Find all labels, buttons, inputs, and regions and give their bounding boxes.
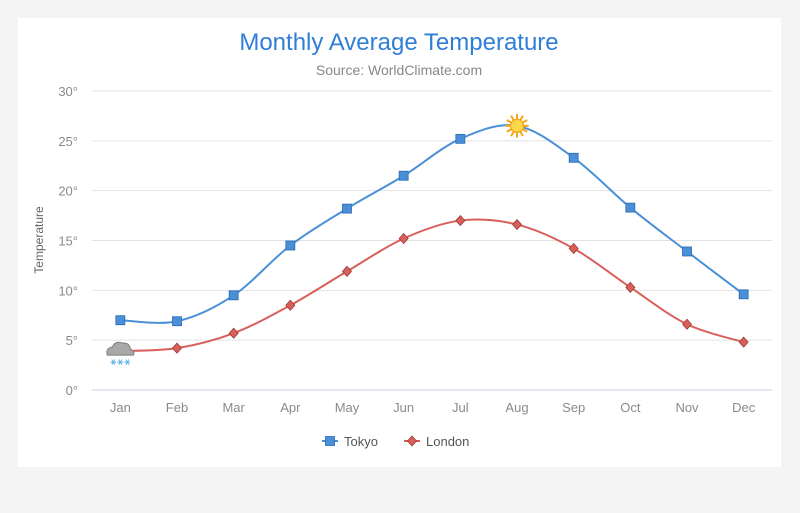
x-tick-label: Mar <box>222 400 245 415</box>
data-point[interactable] <box>738 289 749 300</box>
data-point[interactable] <box>285 240 296 251</box>
x-tick-label: Jan <box>110 400 131 415</box>
y-axis-ticks: 0° 5° 10° 15° 20° 25° 30° <box>58 84 78 398</box>
data-point[interactable] <box>681 318 693 330</box>
data-point[interactable] <box>228 327 239 339</box>
x-axis-ticks: Jan Feb Mar Apr May Jun Jul Aug Sep Oct Nov Dec <box>92 389 772 415</box>
x-tick-label: Nov <box>675 400 699 415</box>
data-point[interactable] <box>568 152 579 163</box>
data-point[interactable] <box>568 242 579 255</box>
data-point[interactable] <box>172 316 182 327</box>
chart-title: Monthly Average Temperature <box>239 29 558 56</box>
snow-cloud-icon[interactable] <box>106 341 135 365</box>
series-line[interactable] <box>120 124 745 324</box>
x-tick-label: Oct <box>620 400 641 415</box>
y-tick-label: 0° <box>66 383 78 398</box>
data-point[interactable] <box>625 281 636 293</box>
x-tick-label: Dec <box>732 400 756 415</box>
legend-marker[interactable] <box>325 436 335 446</box>
chart-container: Monthly Average Temperature Source: Worl… <box>18 18 781 467</box>
data-point[interactable] <box>285 299 296 311</box>
x-tick-label: Feb <box>166 400 188 415</box>
legend[interactable]: Tokyo London <box>322 434 469 449</box>
series-group <box>106 113 749 365</box>
x-tick-label: Jul <box>452 400 469 415</box>
x-tick-label: Jun <box>393 400 414 415</box>
data-point[interactable] <box>398 170 409 181</box>
series-line[interactable] <box>120 218 744 353</box>
y-tick-label: 15° <box>58 234 78 249</box>
sun-icon[interactable] <box>505 113 529 138</box>
x-tick-label: Aug <box>505 400 528 415</box>
x-tick-label: May <box>335 400 360 415</box>
data-point[interactable] <box>455 133 466 144</box>
data-point[interactable] <box>342 203 352 214</box>
y-tick-label: 10° <box>58 283 78 298</box>
data-point[interactable] <box>682 246 692 257</box>
data-point[interactable] <box>625 202 636 213</box>
legend-item-tokyo[interactable]: Tokyo <box>322 434 378 449</box>
legend-label: London <box>426 434 469 449</box>
chart-subtitle: Source: WorldClimate.com <box>316 62 482 78</box>
line-chart: Monthly Average Temperature Source: Worl… <box>32 29 772 449</box>
x-tick-label: Sep <box>562 400 585 415</box>
data-point[interactable] <box>511 218 523 231</box>
series-london <box>106 214 749 365</box>
data-point[interactable] <box>115 315 126 326</box>
y-axis-title: Temperature <box>32 206 46 274</box>
data-point[interactable] <box>398 232 409 245</box>
y-tick-label: 25° <box>58 134 78 149</box>
legend-label: Tokyo <box>344 434 378 449</box>
data-point[interactable] <box>738 336 749 348</box>
y-tick-label: 20° <box>58 184 78 199</box>
series-tokyo <box>115 113 749 327</box>
data-point[interactable] <box>455 214 466 227</box>
data-point[interactable] <box>228 290 239 301</box>
y-tick-label: 30° <box>58 84 78 99</box>
legend-marker[interactable] <box>406 435 418 447</box>
grid-lines <box>92 90 772 391</box>
data-point[interactable] <box>341 265 353 277</box>
legend-item-london[interactable]: London <box>404 434 469 449</box>
x-tick-label: Apr <box>280 400 301 415</box>
data-point[interactable] <box>171 342 183 354</box>
y-tick-label: 5° <box>66 333 78 348</box>
